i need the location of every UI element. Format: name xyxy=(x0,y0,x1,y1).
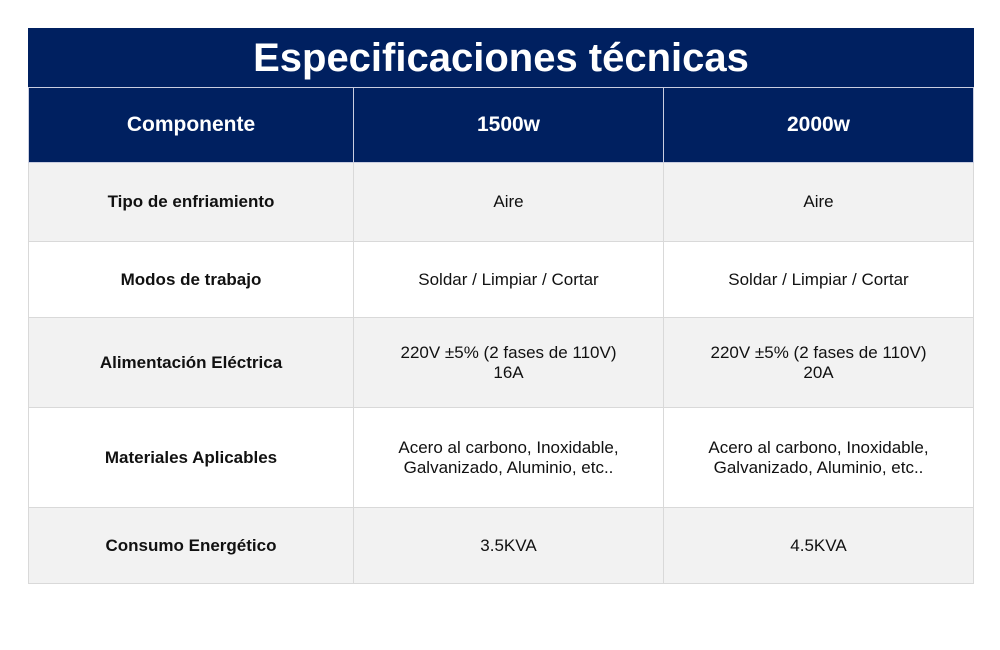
cell-text: Modos de trabajo xyxy=(120,269,262,289)
header-cell: Componente xyxy=(28,87,354,163)
table-title: Especificaciones técnicas xyxy=(28,28,974,88)
cell: Soldar / Limpiar / Cortar xyxy=(663,241,974,318)
cell-text: Acero al carbono, Inoxidable, xyxy=(398,437,619,457)
cell-text: 3.5KVA xyxy=(480,535,537,555)
cell: Acero al carbono, Inoxidable, Galvanizado… xyxy=(663,407,974,508)
cell-text: Aire xyxy=(803,192,834,211)
cell-text: 220V ±5% (2 fases de 110V) xyxy=(400,342,617,362)
cell-text: 220V ±5% (2 fases de 110V) xyxy=(710,342,927,362)
cell-text: Soldar / Limpiar / Cortar xyxy=(728,269,909,289)
table-body: Especificaciones técnicas Componente 1500… xyxy=(28,28,974,584)
cell-text: Tipo de enfriamiento xyxy=(107,192,275,211)
row-label: Materiales Aplicables xyxy=(28,407,354,508)
header-cell: 1500w xyxy=(353,87,664,163)
row-label: Tipo de enfriamiento xyxy=(28,162,354,242)
cell: Soldar / Limpiar / Cortar xyxy=(353,241,664,318)
header-cell: 2000w xyxy=(663,87,974,163)
cell-text: 4.5KVA xyxy=(790,535,847,555)
table-row: Tipo de enfriamiento Aire Aire xyxy=(28,162,974,242)
row-label: Alimentación Eléctrica xyxy=(28,317,354,408)
table-row: Materiales Aplicables Acero al carbono, I… xyxy=(28,407,974,508)
table-row: Alimentación Eléctrica 220V ±5% (2 fases … xyxy=(28,317,974,408)
row-label: Modos de trabajo xyxy=(28,241,354,318)
cell: 220V ±5% (2 fases de 110V) 20A xyxy=(663,317,974,408)
cell-text: Consumo Energético xyxy=(105,535,277,555)
cell: Aire xyxy=(663,162,974,242)
header-row: Componente 1500w 2000w xyxy=(28,87,974,163)
table-row: Consumo Energético 3.5KVA 4.5KVA xyxy=(28,507,974,584)
cell-text: Alimentación Eléctrica xyxy=(99,352,283,372)
title-row: Especificaciones técnicas xyxy=(28,28,974,88)
row-label: Consumo Energético xyxy=(28,507,354,584)
cell-text: Galvanizado, Aluminio, etc.. xyxy=(713,457,924,477)
cell: 220V ±5% (2 fases de 110V) 16A xyxy=(353,317,664,408)
cell-text: Galvanizado, Aluminio, etc.. xyxy=(403,457,614,477)
cell: Aire xyxy=(353,162,664,242)
cell: Acero al carbono, Inoxidable, Galvanizado… xyxy=(353,407,664,508)
cell-text: Materiales Aplicables xyxy=(104,447,278,467)
spec-table: Especificaciones técnicas Componente 1500… xyxy=(28,28,974,584)
cell: 3.5KVA xyxy=(353,507,664,584)
cell: 4.5KVA xyxy=(663,507,974,584)
cell-text: 16A xyxy=(493,362,524,382)
cell-text: Aire xyxy=(493,192,524,211)
cell-text: Soldar / Limpiar / Cortar xyxy=(418,269,599,289)
table-row: Modos de trabajo Soldar / Limpiar / Corta… xyxy=(28,241,974,318)
cell-text: 20A xyxy=(803,362,834,382)
cell-text: Acero al carbono, Inoxidable, xyxy=(708,437,929,457)
